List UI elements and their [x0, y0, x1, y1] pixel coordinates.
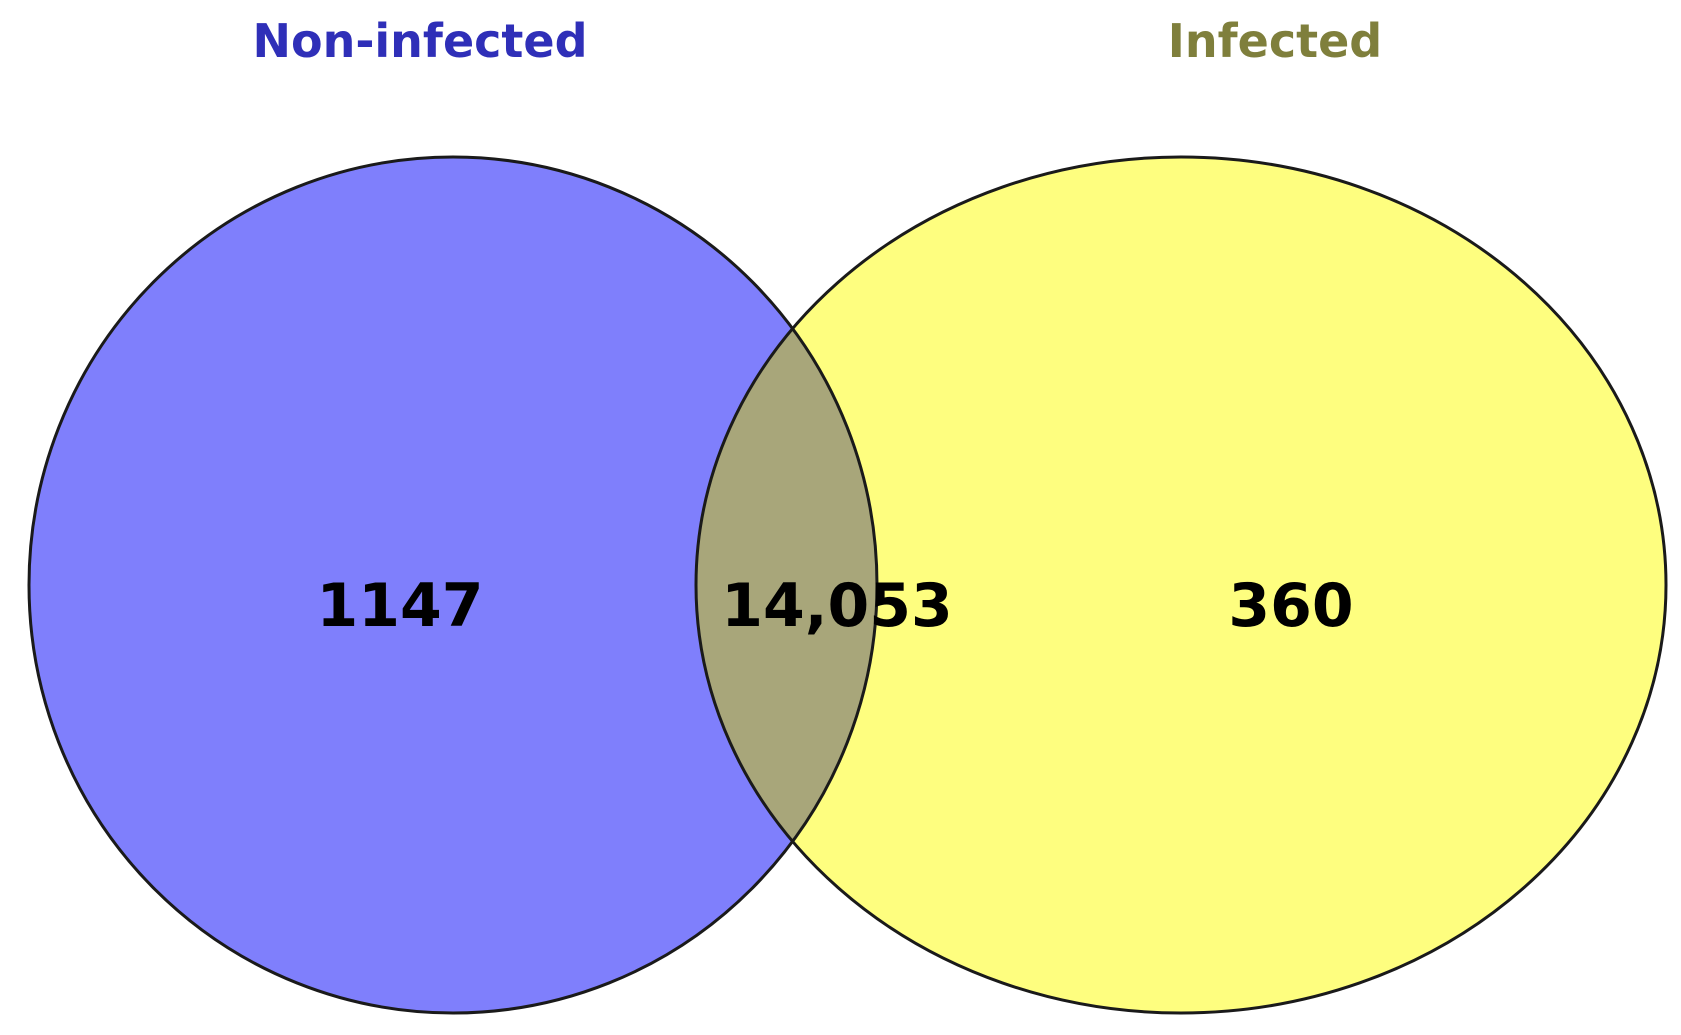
infected-circle: [696, 157, 1666, 1013]
infected-circle-outline: [694, 155, 1668, 1015]
infected-only-count: 360: [1228, 571, 1353, 641]
non-infected-circle: [29, 157, 877, 1013]
non-infected-only-count: 1147: [317, 571, 484, 641]
shared-count: 14,053: [721, 571, 953, 641]
non-infected-circle-outline: [27, 155, 879, 1015]
infected-label: Infected: [1168, 14, 1382, 68]
non-infected-label: Non-infected: [252, 14, 587, 68]
